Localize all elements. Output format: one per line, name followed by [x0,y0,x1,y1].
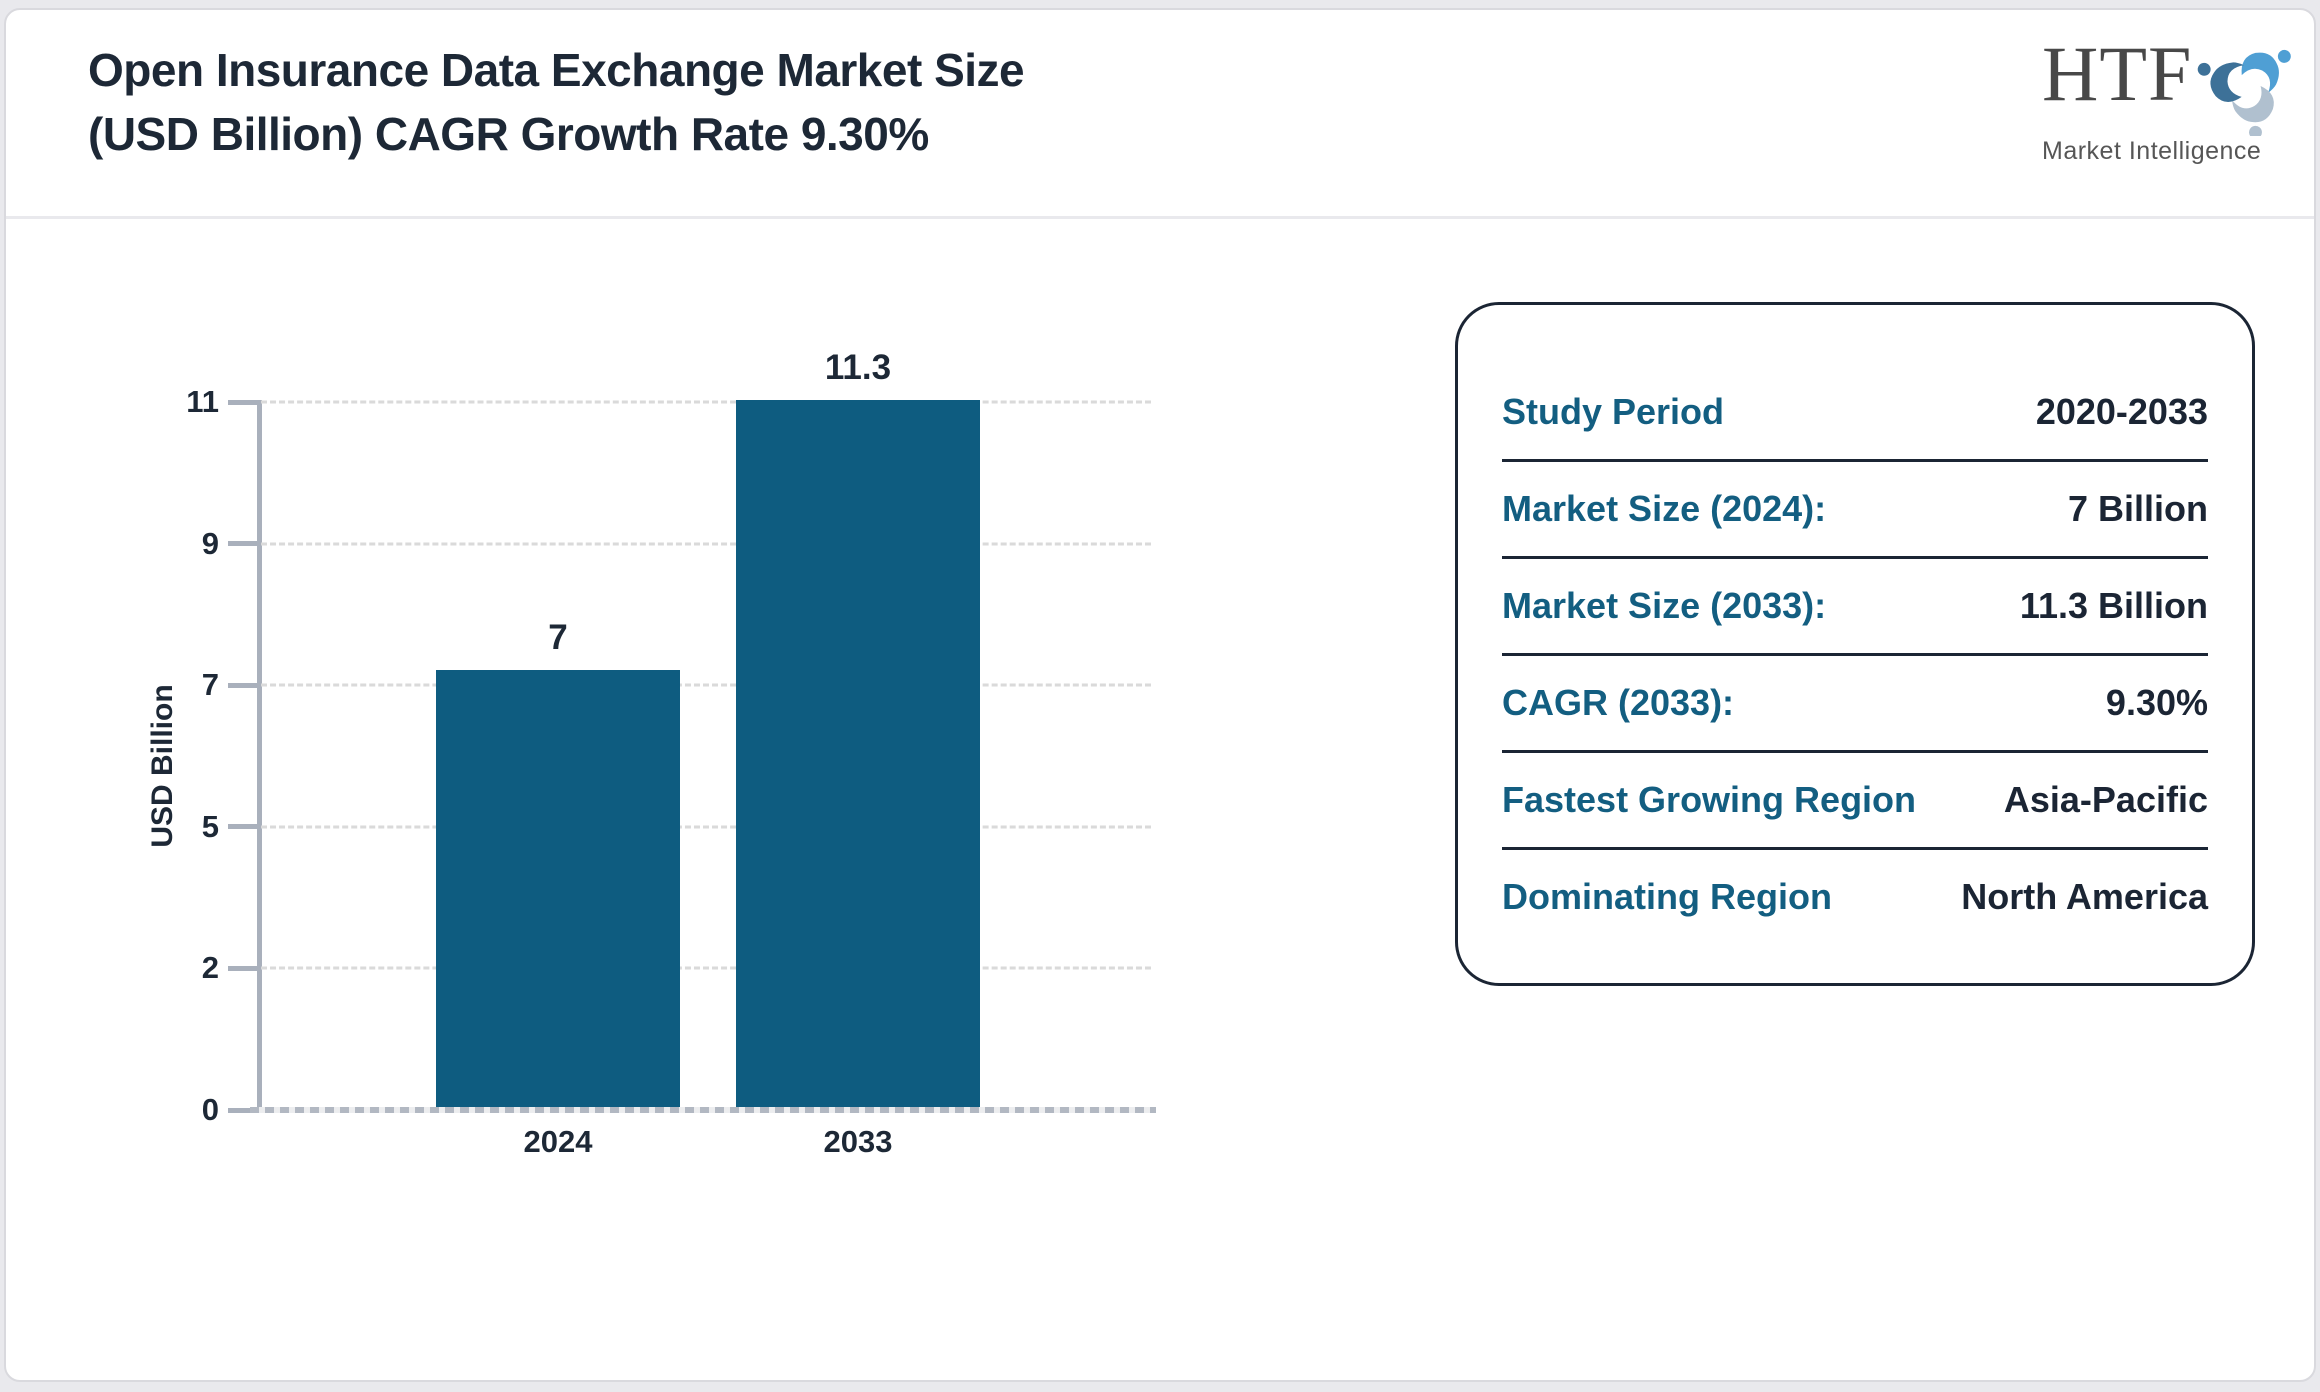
panel-row-label: Fastest Growing Region [1502,779,1917,820]
y-tick-label: 2 [201,950,219,985]
panel-row-label: Dominating Region [1502,876,1832,917]
bar-value-label: 7 [548,618,568,657]
panel-row-value: 2020-2033 [2035,391,2208,432]
y-tick-mark [228,824,258,829]
htf-logo: HTF Market Inte [2042,34,2292,166]
y-tick-label: 7 [201,667,219,702]
panel-row-label: Market Size (2033): [1502,585,1827,626]
y-tick: 0 [140,1092,258,1128]
y-gridline [261,825,1151,828]
page-title: Open Insurance Data Exchange Market Size… [88,38,1025,166]
panel-row: Fastest Growing Region Asia-Pacific [1502,750,2208,847]
panel-row-value: North America [1961,876,2208,917]
bar-2033: 11.3 [736,348,980,1110]
y-tick-label: 5 [201,808,219,844]
panel-row: Dominating Region North America [1502,847,2208,944]
y-tick: 5 [140,809,258,845]
panel-row-value: 7 Billion [2067,488,2208,529]
header-divider [6,216,2314,219]
panel-row: Study Period 2020-2033 [1502,365,2208,459]
y-gridline [261,400,1151,404]
info-panel [1455,302,2255,986]
x-tick-label: 2024 [523,1124,593,1159]
logo-acronym: HTF [2042,30,2193,117]
bar-value-label: 11.3 [824,348,892,387]
page-title-line-1: Open Insurance Data Exchange Market Size [88,44,1025,96]
page-title-line-2: (USD Billion) CAGR Growth Rate 9.30% [88,108,929,160]
people-swirl-icon [2194,36,2302,141]
y-tick-mark [228,682,258,688]
panel-row-value: 11.3 Billion [2019,585,2208,626]
panel-row-value: 9.30% [2105,682,2208,723]
panel-row: Market Size (2033): 11.3 Billion [1502,556,2208,653]
x-axis-baseline [250,1107,1156,1113]
panel-row-value: Asia-Pacific [2003,779,2208,820]
panel-row-label: Market Size (2024): [1502,488,1827,529]
y-tick-mark [228,541,258,546]
y-tick: 2 [140,950,258,986]
bar-2024: 7 [436,618,680,1110]
y-tick-label: 0 [201,1092,219,1127]
y-gridline [261,542,1151,545]
y-tick-mark [228,965,258,971]
y-tick-label: 11 [186,384,219,419]
panel-row: CAGR (2033): 9.30% [1502,653,2208,750]
y-tick: 9 [140,526,258,562]
y-tick-mark [228,399,258,405]
y-gridline [261,966,1151,970]
x-tick-label: 2033 [823,1124,893,1159]
y-tick: 11 [140,384,258,420]
logo-subtitle: Market Intelligence [2042,137,2262,165]
y-tick: 7 [140,667,258,703]
y-gridline [261,683,1151,687]
htf-logo-top: HTF [2042,34,2292,141]
panel-row-label: CAGR (2033): [1502,682,1735,723]
panel-row: Market Size (2024): 7 Billion [1502,459,2208,556]
info-panel-rows: Study Period 2020-2033 Market Size (2024… [1502,365,2208,944]
y-tick-mark [228,1107,258,1113]
panel-row-label: Study Period [1502,391,1725,432]
y-tick-label: 9 [201,525,219,561]
y-axis-line [257,400,262,1112]
